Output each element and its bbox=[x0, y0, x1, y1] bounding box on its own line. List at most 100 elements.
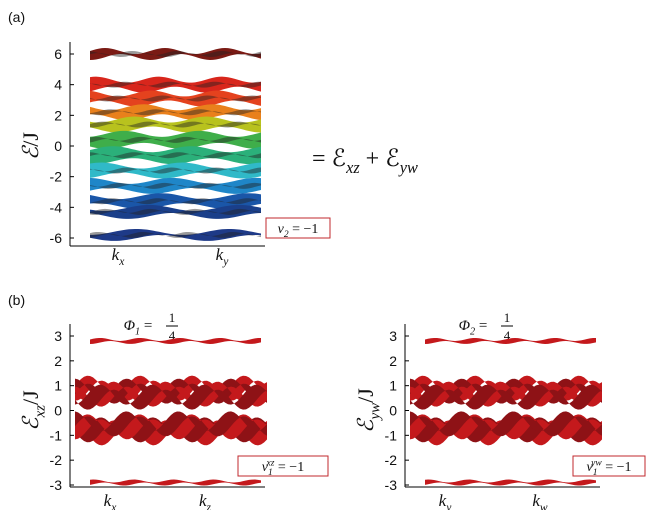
band bbox=[90, 146, 261, 165]
band bbox=[75, 381, 267, 407]
x-axis-label-part: k bbox=[216, 245, 224, 264]
band bbox=[90, 90, 261, 107]
x-axis-label-part: z bbox=[206, 501, 212, 510]
band bbox=[90, 51, 261, 57]
y-axis-label-part: yw bbox=[368, 403, 384, 422]
band bbox=[90, 182, 261, 189]
x-axis-label-part: x bbox=[110, 501, 117, 510]
y-tick-label: 1 bbox=[54, 378, 62, 394]
band bbox=[410, 381, 602, 407]
y-tick-label: -2 bbox=[385, 452, 398, 468]
y-tick-label: 6 bbox=[54, 46, 62, 62]
x-axis-label-part: k bbox=[112, 245, 120, 264]
y-axis-label-part: ℰ bbox=[353, 417, 378, 433]
y-tick-label: -1 bbox=[385, 427, 398, 443]
x-axis-label: kw bbox=[532, 491, 548, 510]
y-tick-label: -1 bbox=[50, 427, 63, 443]
band bbox=[75, 411, 267, 437]
equation-part: + ℰ bbox=[360, 146, 400, 172]
annotation-part: ν bbox=[278, 222, 285, 237]
x-axis-label-part: w bbox=[540, 501, 548, 510]
x-axis-label-part: k bbox=[199, 491, 207, 510]
annotation-part: yw bbox=[590, 458, 602, 468]
band bbox=[90, 104, 261, 121]
annotation: ν2 = −1 bbox=[278, 222, 319, 240]
y-tick-label: 3 bbox=[389, 328, 397, 344]
plot-title-part: 1 bbox=[135, 327, 140, 338]
y-tick-label: 2 bbox=[54, 353, 62, 369]
panel-label: (a) bbox=[8, 9, 25, 25]
annotation: ν1yw = −1 bbox=[586, 458, 631, 478]
y-tick-label: 3 bbox=[54, 328, 62, 344]
y-tick-label: -3 bbox=[385, 477, 398, 493]
y-axis-label-part: /J bbox=[353, 388, 378, 403]
plot-title: Φ2 = bbox=[459, 318, 488, 338]
band bbox=[90, 167, 261, 174]
equation: = ℰxz + ℰyw bbox=[312, 146, 418, 177]
band bbox=[410, 411, 602, 437]
band bbox=[90, 479, 261, 486]
band bbox=[90, 208, 261, 215]
band bbox=[90, 136, 261, 143]
x-axis-label: kx bbox=[112, 245, 126, 268]
annotation-part: xz bbox=[265, 458, 274, 468]
y-tick-label: -2 bbox=[50, 452, 63, 468]
y-tick-label: 4 bbox=[54, 77, 62, 93]
y-axis-label-part: ℰ bbox=[18, 144, 43, 160]
band bbox=[90, 109, 261, 116]
y-tick-label: -2 bbox=[50, 169, 63, 185]
band bbox=[75, 384, 267, 410]
y-axis-label-part: ℰ bbox=[18, 415, 43, 431]
y-tick-label: -4 bbox=[50, 199, 63, 215]
band bbox=[425, 337, 596, 344]
annotation: ν1xz = −1 bbox=[262, 458, 304, 478]
y-axis-label-part: /J bbox=[18, 132, 43, 147]
plot-title-part: = bbox=[475, 318, 487, 334]
y-tick-label: 0 bbox=[389, 403, 397, 419]
band bbox=[425, 479, 596, 486]
annotation-part: = −1 bbox=[274, 460, 304, 475]
annotation-box bbox=[572, 455, 646, 477]
annotation-part: ν bbox=[586, 460, 593, 475]
panel-label: (b) bbox=[8, 292, 25, 308]
x-axis-label-part: x bbox=[118, 255, 125, 268]
band bbox=[90, 228, 261, 241]
x-axis-label-part: y bbox=[222, 255, 229, 268]
band bbox=[90, 231, 261, 238]
x-axis-label-part: k bbox=[439, 491, 447, 510]
band bbox=[90, 204, 261, 219]
annotation-part: = −1 bbox=[289, 222, 319, 237]
annotation-part: 1 bbox=[593, 468, 598, 478]
title-numerator: 1 bbox=[169, 310, 176, 325]
equation-part: = ℰ bbox=[312, 146, 346, 172]
y-tick-label: 0 bbox=[54, 403, 62, 419]
plot-title-part: Φ bbox=[124, 318, 136, 334]
band bbox=[90, 48, 261, 60]
title-denominator: 4 bbox=[169, 328, 176, 343]
y-tick-label: 2 bbox=[389, 353, 397, 369]
equation-part: xz bbox=[345, 158, 360, 177]
band bbox=[90, 337, 261, 344]
x-axis-label-part: k bbox=[104, 491, 112, 510]
band bbox=[90, 130, 261, 149]
band bbox=[90, 152, 261, 159]
y-axis-label: ℰxz/J bbox=[18, 390, 49, 431]
band bbox=[410, 384, 602, 410]
y-axis-label: ℰyw/J bbox=[353, 388, 384, 433]
equation-part: yw bbox=[398, 158, 418, 177]
band bbox=[90, 193, 261, 210]
plot-title: Φ1 = bbox=[124, 318, 153, 338]
annotation-box bbox=[237, 455, 329, 477]
y-axis-label-part: xz bbox=[33, 405, 49, 419]
band bbox=[90, 177, 261, 194]
x-axis-label: kx bbox=[104, 491, 118, 510]
band bbox=[90, 121, 261, 128]
annotation-box bbox=[265, 217, 331, 239]
band bbox=[90, 76, 261, 93]
annotation-part: 2 bbox=[284, 230, 289, 240]
x-axis-label: kz bbox=[199, 491, 212, 510]
y-axis-label: ℰ/J bbox=[18, 132, 43, 160]
plot-title-part: 2 bbox=[470, 327, 475, 338]
title-numerator: 1 bbox=[504, 310, 511, 325]
